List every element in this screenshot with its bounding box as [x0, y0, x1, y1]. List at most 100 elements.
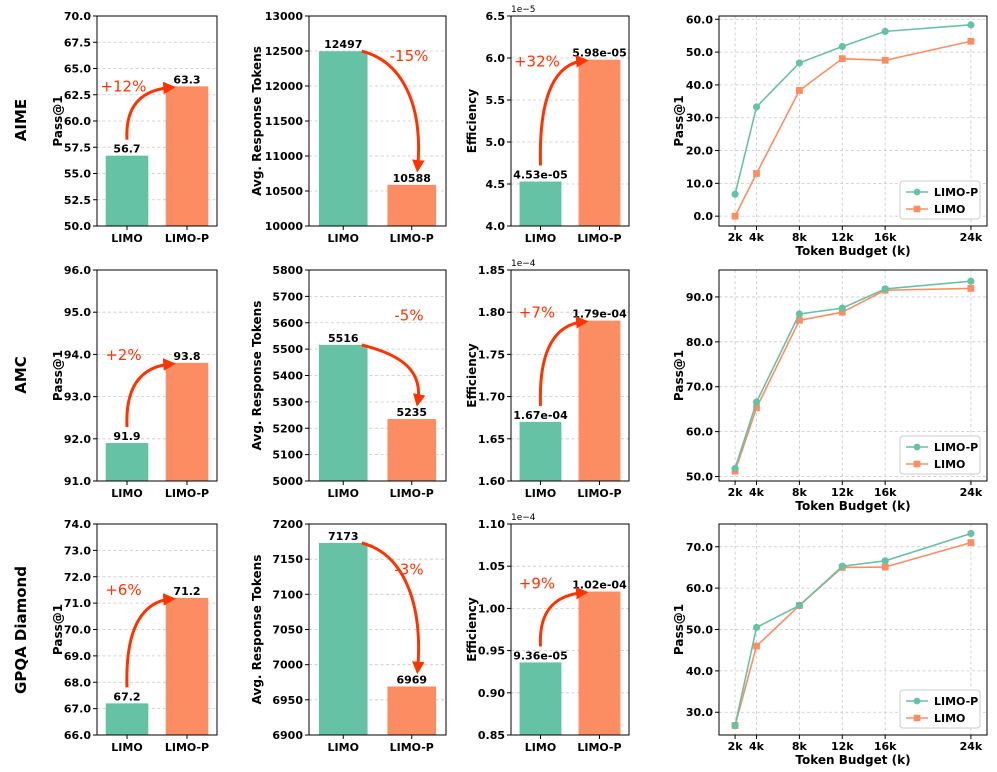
- y-tick-label: 1.65: [478, 433, 505, 446]
- y-tick-label: 1.05: [478, 560, 505, 573]
- y-tick-label: 1.60: [478, 475, 505, 488]
- y-tick-label: 10.0: [686, 177, 713, 190]
- bar-limo: [105, 443, 149, 481]
- bar-value-label: 6969: [396, 673, 427, 686]
- point-limo-p: [838, 562, 846, 570]
- point-limo-p: [731, 464, 739, 473]
- bar-value-label: 71.2: [173, 585, 200, 598]
- x-tick-label: LIMO: [525, 487, 556, 500]
- y-tick-label: 40.0: [686, 79, 713, 92]
- y-tick-label: 70.0: [686, 381, 713, 394]
- legend-label: LIMO: [934, 712, 965, 725]
- y-axis-label: Avg. Response Tokens: [250, 555, 264, 705]
- point-limo-p: [967, 21, 975, 29]
- y-tick-label: 10000: [265, 220, 304, 233]
- y-tick-label: 60.0: [686, 13, 713, 26]
- bar-value-label: 12497: [324, 38, 362, 51]
- x-tick-label: LIMO-P: [165, 741, 209, 754]
- y-tick-label: 94.0: [64, 348, 91, 361]
- legend-label: LIMO-P: [934, 695, 978, 708]
- y-tick-label: 30.0: [686, 112, 713, 125]
- axes-frame: [308, 523, 447, 736]
- y-tick-label: 93.0: [64, 391, 91, 404]
- x-tick-label: LIMO-P: [165, 487, 209, 500]
- point-limo: [731, 212, 739, 220]
- axes-frame: [510, 523, 630, 736]
- x-tick-label: 4k: [749, 231, 765, 244]
- y-tick-label: 7200: [272, 518, 303, 531]
- y-tick-label: 67.0: [64, 703, 91, 716]
- axes-frame: [718, 15, 988, 227]
- y-tick-label: 7100: [272, 588, 303, 601]
- change-arrow: [125, 358, 176, 428]
- x-tick-label: LIMO: [525, 232, 556, 245]
- y-tick-label: 1.70: [478, 391, 505, 404]
- y-tick-label: 70.0: [64, 10, 91, 23]
- y-tick-label: 4.0: [486, 220, 506, 233]
- x-tick-label: 4k: [749, 486, 765, 499]
- point-limo-p: [838, 304, 846, 312]
- legend-marker: [913, 188, 921, 196]
- bar-value-label: 4.53e-05: [513, 168, 567, 181]
- x-tick-label: 2k: [728, 740, 744, 753]
- x-tick-label: LIMO: [111, 741, 142, 754]
- y-tick-label: 0.0: [694, 210, 714, 223]
- y-tick-label: 92.0: [64, 433, 91, 446]
- bar-limo-p: [387, 686, 437, 735]
- bar-value-label: 10588: [393, 172, 431, 185]
- series-line-limo-p: [734, 532, 972, 726]
- y-tick-label: 7050: [272, 624, 303, 637]
- point-limo: [796, 87, 803, 94]
- y-tick-label: 5400: [272, 370, 303, 383]
- x-tick-label: LIMO-P: [165, 232, 209, 245]
- y-tick-label: 69.0: [64, 650, 91, 663]
- y-tick-label: 0.85: [478, 729, 505, 742]
- legend-marker: [913, 205, 921, 213]
- axis-exponent: 1e−4: [511, 259, 536, 269]
- change-arrow: [125, 81, 176, 140]
- bar-value-label: 56.7: [113, 143, 140, 156]
- point-limo: [967, 285, 975, 292]
- bar-value-label: 1.67e-04: [513, 409, 568, 422]
- y-tick-label: 1.80: [478, 306, 505, 319]
- y-tick-label: 5000: [272, 475, 303, 488]
- x-tick-label: 8k: [792, 486, 808, 499]
- y-tick-label: 6900: [272, 729, 303, 742]
- bar-value-label: 67.2: [113, 690, 140, 703]
- x-tick-label: LIMO-P: [577, 487, 621, 500]
- bar-limo-p: [165, 86, 209, 226]
- x-tick-label: LIMO-P: [577, 232, 621, 245]
- series-line-limo: [734, 40, 972, 217]
- bar-limo: [318, 51, 368, 227]
- y-tick-label: 11500: [265, 115, 304, 128]
- bar-limo-p: [578, 59, 621, 227]
- change-label: +12%: [100, 77, 146, 95]
- x-tick-label: 16k: [874, 231, 897, 244]
- x-tick-label: LIMO: [328, 741, 359, 754]
- x-tick-label: 16k: [874, 740, 897, 753]
- y-tick-label: 0.95: [478, 645, 505, 658]
- y-tick-label: 6.5: [486, 10, 506, 23]
- x-tick-label: 24k: [960, 740, 983, 753]
- legend-label: LIMO: [934, 458, 965, 471]
- change-label: -15%: [390, 47, 429, 65]
- axes-frame: [718, 523, 988, 736]
- y-tick-label: 1.75: [478, 348, 505, 361]
- bar-limo: [519, 181, 562, 226]
- point-limo: [796, 316, 803, 324]
- bar-value-label: 91.9: [113, 430, 140, 443]
- bar-limo-p: [165, 362, 209, 481]
- y-axis-label: Pass@1: [51, 95, 65, 146]
- x-tick-label: 8k: [792, 231, 808, 244]
- y-tick-label: 72.0: [64, 571, 91, 584]
- y-tick-label: 50.0: [686, 471, 713, 484]
- y-tick-label: 0.90: [478, 687, 505, 700]
- y-axis-label: Efficiency: [465, 89, 479, 154]
- change-label: +9%: [519, 575, 555, 593]
- bar-value-label: 1.79e-04: [572, 308, 627, 321]
- bar-limo: [519, 421, 562, 481]
- x-tick-label: LIMO-P: [577, 741, 621, 754]
- y-tick-label: 65.0: [64, 63, 91, 76]
- y-tick-label: 70.0: [64, 624, 91, 637]
- y-tick-label: 50.0: [686, 624, 713, 637]
